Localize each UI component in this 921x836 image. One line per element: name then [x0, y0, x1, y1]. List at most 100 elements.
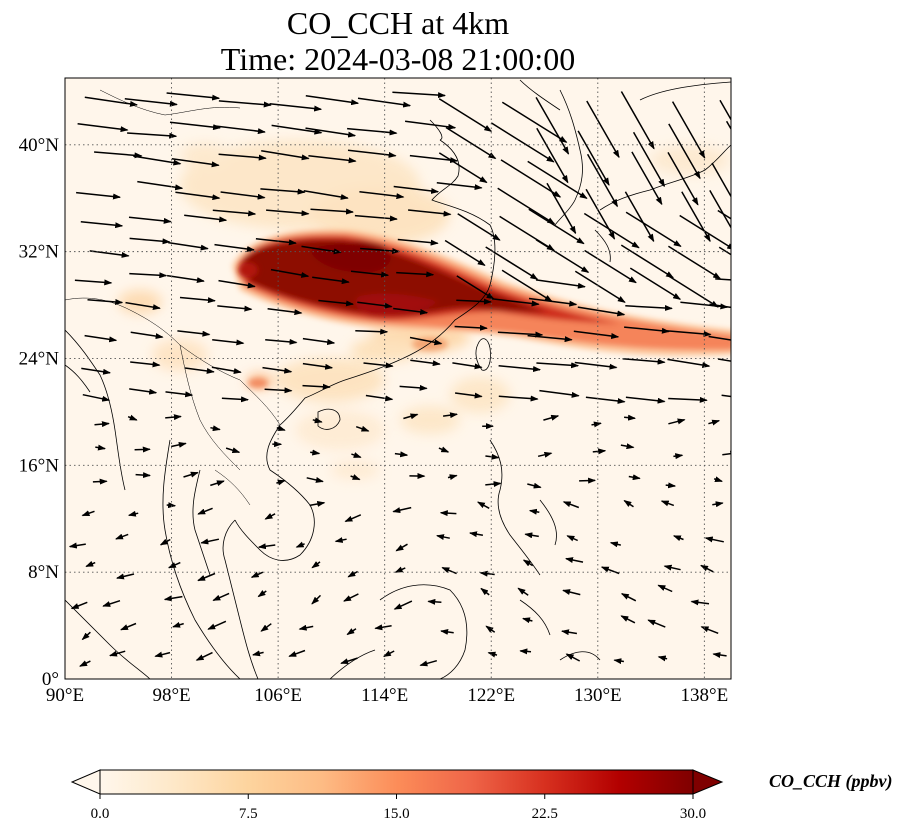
lon-tick-label: 106°E [254, 685, 302, 706]
wind-arrow [309, 501, 326, 507]
wind-arrow [419, 659, 438, 667]
wind-arrow [583, 212, 640, 249]
wind-arrow [528, 508, 540, 515]
wind-arrow [171, 157, 220, 168]
wind-arrow [620, 244, 674, 279]
wind-arrow [543, 414, 560, 421]
wind-arrow [620, 443, 635, 450]
wind-arrow [163, 595, 183, 602]
wind-arrow [130, 331, 164, 340]
wind-arrow [211, 366, 242, 374]
wind-arrow [166, 274, 205, 284]
wind-arrow [620, 593, 637, 602]
colorbar-tick-label: 22.5 [532, 806, 558, 822]
wind-arrow [671, 101, 706, 159]
wind-arrow [102, 599, 121, 607]
wind-arrow [681, 191, 711, 243]
wind-arrow [409, 154, 459, 164]
wind-arrow [485, 453, 500, 460]
colorbar-tick-label: 7.5 [239, 806, 258, 822]
wind-arrow [154, 651, 171, 658]
lat-tick-label: 24°N [19, 348, 60, 369]
wind-arrow [214, 243, 255, 252]
wind-arrow [172, 621, 184, 628]
wind-arrow [311, 561, 321, 569]
wind-arrow [267, 307, 303, 316]
wind-arrow [393, 185, 440, 194]
wind-arrow [344, 514, 362, 523]
wind-arrow [68, 542, 86, 549]
wind-arrow [445, 126, 497, 160]
wind-arrow [365, 394, 394, 402]
wind-arrow [221, 396, 249, 403]
wind-arrow [663, 564, 681, 571]
wind-arrow [441, 566, 457, 575]
wind-arrow [436, 534, 450, 540]
wind-arrow [672, 535, 684, 542]
wind-arrow [722, 450, 731, 457]
wind-arrow [622, 357, 666, 365]
wind-arrow [124, 98, 178, 107]
wind-arrow [709, 303, 731, 309]
wind-arrow [215, 125, 266, 135]
wind-arrow [195, 651, 213, 661]
wind-arrow [392, 91, 446, 99]
wind-arrow [303, 189, 349, 200]
wind-arrow [403, 413, 419, 420]
wind-arrow [360, 247, 401, 254]
wind-arrow [374, 624, 392, 631]
wind-arrow [498, 364, 541, 373]
wind-arrow [456, 298, 492, 305]
wind-arrow [625, 305, 673, 312]
wind-arrow [501, 269, 553, 302]
wind-arrow [625, 211, 682, 248]
wind-arrow [94, 421, 110, 428]
wind-arrow [85, 560, 96, 568]
wind-arrow [347, 127, 398, 136]
wind-arrow [657, 655, 668, 662]
wind-arrow [528, 208, 585, 245]
wind-arrow [715, 278, 731, 281]
wind-arrow [218, 279, 256, 289]
wind-arrow [524, 532, 539, 539]
wind-vectors [68, 91, 731, 667]
wind-arrow [357, 97, 412, 108]
wind-arrow [565, 653, 581, 662]
wind-arrow [440, 628, 454, 635]
lon-tick-label: 114°E [361, 685, 408, 706]
wind-arrow [394, 566, 406, 573]
wind-arrow [175, 191, 221, 201]
wind-arrow [269, 102, 323, 112]
wind-arrow [70, 601, 88, 610]
wind-arrow [562, 501, 580, 509]
wind-arrow [359, 190, 405, 200]
wind-arrow [439, 510, 457, 517]
wind-arrow [252, 650, 264, 657]
wind-arrow [668, 275, 719, 308]
wind-arrow [673, 453, 684, 460]
wind-arrow [127, 414, 138, 421]
wind-arrow [80, 221, 124, 229]
wind-arrow [94, 151, 143, 159]
wind-arrow [700, 564, 714, 573]
wind-arrow [455, 392, 483, 399]
wind-arrow [168, 241, 209, 251]
wind-arrow [346, 628, 357, 636]
wind-arrow [127, 510, 139, 517]
wind-arrow [690, 599, 710, 606]
wind-arrow [537, 451, 553, 458]
wind-arrow [210, 480, 225, 487]
map-gridlines [65, 78, 731, 679]
wind-arrow [574, 361, 618, 370]
lat-tick-label: 8°N [28, 562, 59, 583]
wind-arrow [624, 414, 636, 421]
wind-arrow [129, 237, 171, 245]
wind-arrow [657, 584, 673, 593]
lat-tick-label: 16°N [19, 455, 60, 476]
wind-arrow [184, 214, 228, 223]
wind-arrow [137, 180, 184, 191]
wind-arrow [310, 208, 354, 215]
wind-arrow [565, 557, 584, 563]
wind-arrow [306, 477, 324, 483]
